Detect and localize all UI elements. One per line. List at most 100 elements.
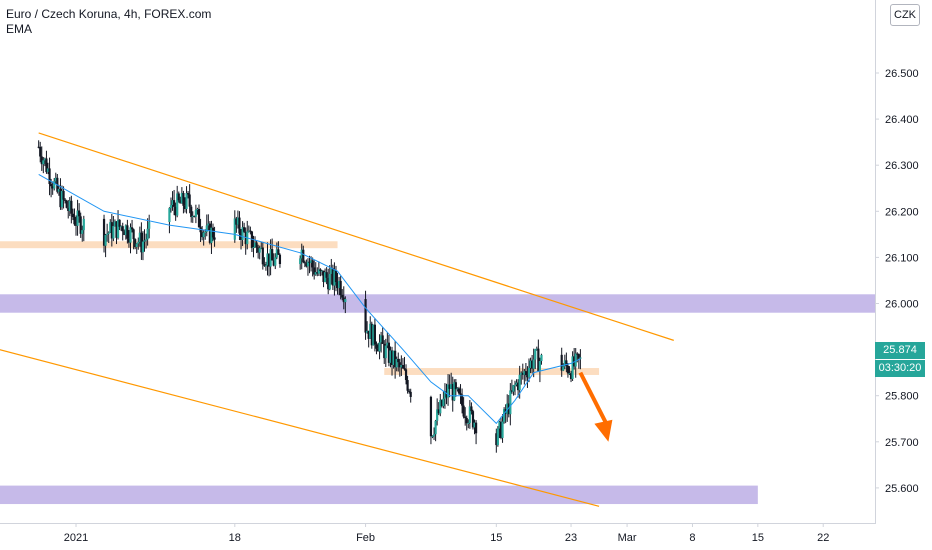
candle-body-303 — [509, 390, 512, 415]
candles-layer — [37, 140, 582, 453]
candle-body-46 — [109, 222, 112, 233]
candle-body-295 — [496, 428, 499, 446]
candle-body-266 — [451, 384, 454, 401]
zones-layer — [0, 241, 876, 505]
candle-body-9 — [51, 186, 54, 189]
candle-body-323 — [540, 354, 543, 362]
indicator-label[interactable]: EMA — [6, 22, 33, 36]
candle-body-127 — [235, 218, 238, 225]
candle-body-7 — [48, 168, 51, 185]
candle-body-108 — [205, 225, 208, 232]
candle-body-105 — [201, 232, 204, 238]
candle-body-64 — [137, 241, 140, 244]
candle-body-304 — [510, 390, 513, 392]
candle-body-225 — [387, 342, 391, 363]
candle-body-42 — [102, 218, 106, 246]
candle-body-218 — [376, 348, 380, 352]
candle-body-137 — [250, 231, 254, 248]
candle-body-264 — [448, 384, 451, 389]
time-tick-label-8: 22 — [817, 532, 829, 544]
candle-body-313 — [524, 371, 527, 376]
candle-body-228 — [392, 350, 395, 365]
candle-body-89 — [176, 193, 179, 216]
candle-body-65 — [138, 232, 141, 242]
candle-body-272 — [460, 394, 464, 406]
level-zone-3 — [384, 368, 600, 375]
candle-body-184 — [323, 272, 327, 282]
candle-body-94 — [183, 205, 187, 210]
candle-body-22 — [71, 213, 75, 218]
candle-body-189 — [331, 268, 334, 286]
support-zone-1 — [0, 485, 758, 505]
candle-body-85 — [169, 205, 173, 209]
candle-body-346 — [576, 353, 579, 355]
level-zone-2 — [0, 241, 338, 249]
candle-body-24 — [74, 224, 78, 226]
time-tick-label-5: Mar — [618, 532, 637, 544]
candle-body-13 — [57, 188, 60, 192]
candle-body-57 — [126, 225, 129, 239]
candle-body-182 — [320, 270, 324, 272]
candle-body-263 — [446, 384, 450, 398]
candle-body-276 — [467, 422, 470, 424]
candle-body-54 — [121, 226, 124, 232]
candle-body-321 — [537, 348, 540, 372]
candle-body-171 — [303, 262, 306, 264]
candle-body-71 — [148, 222, 151, 229]
price-tick-label-6: 26.200 — [885, 206, 919, 218]
candle-body-273 — [462, 405, 465, 417]
candle-body-97 — [188, 194, 191, 207]
candle-body-139 — [253, 242, 257, 248]
candle-body-142 — [258, 248, 261, 253]
candle-body-186 — [327, 277, 330, 290]
candle-body-21 — [70, 200, 73, 214]
candle-body-88 — [174, 206, 177, 216]
candle-body-178 — [314, 272, 317, 275]
candle-body-10 — [53, 181, 56, 189]
candle-body-265 — [450, 384, 453, 389]
candle-body-211 — [366, 330, 369, 333]
arrow-layer — [578, 371, 613, 442]
candle-body-58 — [127, 238, 131, 243]
candle-body-60 — [130, 227, 134, 230]
candle-body-312 — [523, 371, 526, 375]
candle-body-151 — [272, 260, 275, 266]
time-tick-label-3: 15 — [490, 532, 502, 544]
candle-body-102 — [196, 208, 199, 210]
candle-body-188 — [330, 268, 333, 274]
time-tick-label-2: Feb — [356, 532, 375, 544]
candle-body-48 — [112, 226, 115, 239]
time-axis: 2021 18 Feb 15 23 Mar 8 15 22 — [64, 523, 829, 544]
candle-body-274 — [464, 416, 467, 418]
candle-body-56 — [124, 225, 127, 236]
candle-body-91 — [179, 200, 182, 204]
candle-body-44 — [106, 233, 109, 235]
candle-body-99 — [191, 215, 194, 218]
candle-body-297 — [499, 421, 503, 438]
candle-body-214 — [370, 323, 373, 346]
candle-body-278 — [470, 406, 473, 412]
candle-body-6 — [46, 168, 50, 173]
candle-body-305 — [512, 385, 515, 392]
candle-body-238 — [408, 390, 411, 392]
candle-body-155 — [278, 254, 282, 265]
candle-body-280 — [473, 422, 476, 428]
candle-body-174 — [308, 261, 311, 263]
candle-body-311 — [521, 372, 524, 375]
currency-button[interactable]: CZK — [890, 4, 920, 26]
price-axis: 25.60025.70025.80025.90026.00026.10026.2… — [875, 68, 919, 495]
price-tick-label-5: 26.100 — [885, 252, 919, 264]
candle-body-236 — [404, 369, 408, 381]
candle-body-172 — [305, 263, 308, 267]
candle-body-67 — [141, 241, 145, 253]
candle-body-226 — [389, 350, 392, 363]
price-tick-label-1: 25.700 — [885, 437, 919, 449]
candle-body-15 — [60, 190, 64, 208]
candle-body-29 — [82, 218, 85, 231]
candle-body-143 — [260, 247, 263, 249]
time-tick-label-4: 23 — [565, 532, 577, 544]
time-tick-label-6: 8 — [689, 532, 695, 544]
candle-body-49 — [113, 221, 117, 227]
candle-body-180 — [317, 269, 320, 274]
